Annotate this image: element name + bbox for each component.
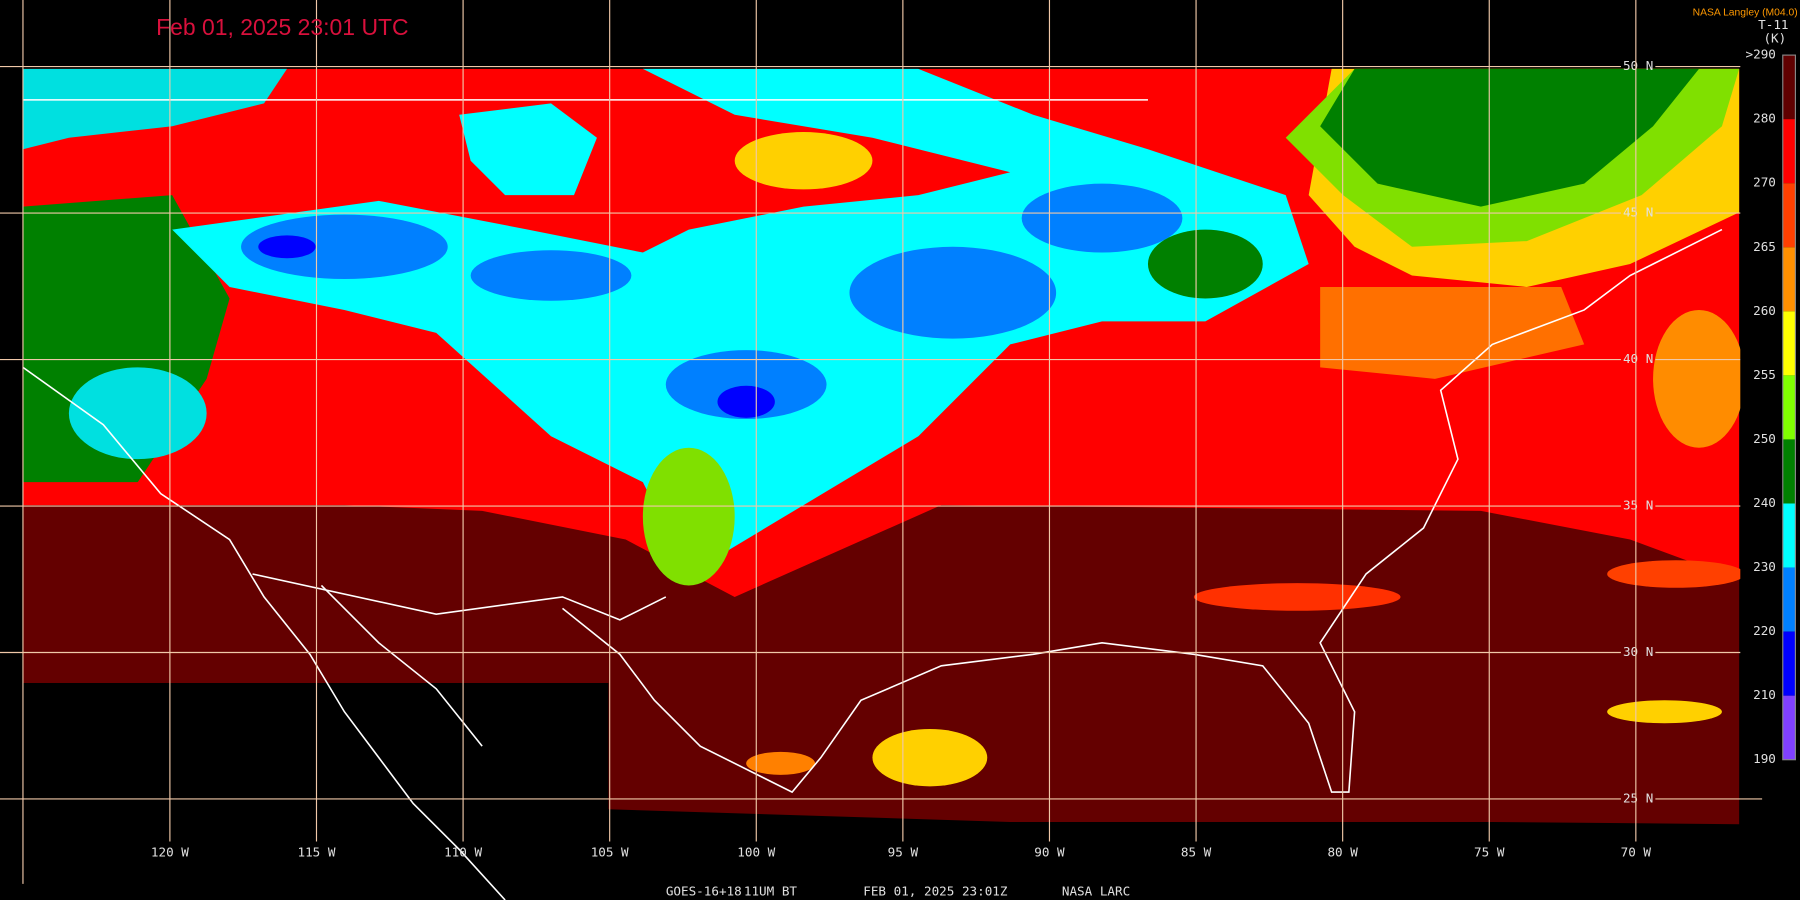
yellow-patch — [1607, 700, 1722, 724]
green-patch — [1147, 229, 1263, 299]
latitude-label: 50 N — [1623, 58, 1653, 73]
colorbar-label: 265 — [1753, 239, 1776, 254]
red-streak — [1193, 583, 1401, 611]
cyan-patch — [68, 367, 207, 460]
footer-time: FEB 01, 2025 23:01Z — [863, 883, 1008, 898]
orange-patch — [1320, 286, 1585, 379]
latitude-label: 25 N — [1623, 790, 1653, 805]
coastline — [561, 228, 1723, 794]
colorbar-label: 255 — [1753, 367, 1776, 382]
blue-patch — [665, 350, 827, 420]
colorbar-label: >290 — [1746, 47, 1776, 62]
longitude-label: 75 W — [1474, 844, 1505, 859]
ir-imagery — [22, 68, 1745, 825]
colorbar-segment — [1782, 503, 1796, 568]
longitude-label: 95 W — [888, 844, 919, 859]
orange-patch — [746, 751, 816, 775]
colorbar: >290 280 270 265 260 255 250 240 230 220 210 190 — [1746, 47, 1796, 766]
credit: NASA Langley (M04.0) — [1693, 7, 1798, 18]
longitude-label: 85 W — [1181, 844, 1212, 859]
longitude-label: 70 W — [1621, 844, 1652, 859]
warm-region — [22, 493, 1740, 825]
blue-patch — [470, 250, 632, 301]
longitude-label: 115 W — [298, 844, 336, 859]
border — [252, 573, 667, 621]
longitude-label: 90 W — [1034, 844, 1065, 859]
longitude-label: 120 W — [151, 844, 189, 859]
orange-patch — [1607, 560, 1745, 588]
cyan-patch — [459, 103, 597, 196]
green-patch — [642, 447, 735, 586]
colorbar-label: 260 — [1753, 303, 1776, 318]
colorbar-label: 240 — [1753, 495, 1776, 510]
colorbar-segment — [1782, 183, 1796, 248]
cyan-patch — [22, 68, 287, 150]
colorbar-frame — [1782, 54, 1796, 761]
coastlines — [22, 99, 1723, 900]
colorbar-segment — [1782, 247, 1796, 312]
colorbar-segment — [1782, 439, 1796, 504]
deep-blue-patch — [717, 385, 775, 418]
latitude-label: 35 N — [1623, 498, 1653, 513]
colorbar-segment — [1782, 631, 1796, 696]
graticule: 50 N 45 N 40 N 35 N 30 N 25 N 120 W 115 W 110 W 1… — [0, 0, 1763, 884]
latitude-label: 30 N — [1623, 644, 1653, 659]
longitude-label: 110 W — [444, 844, 482, 859]
footer-satellite: GOES-16+18 — [666, 883, 742, 898]
colorbar-label: 230 — [1753, 559, 1776, 574]
footer-source: NASA LARC — [1062, 883, 1130, 898]
latitude-label: 40 N — [1623, 351, 1653, 366]
colorbar-segment — [1782, 375, 1796, 440]
footer-product: 11UM BT — [744, 883, 798, 898]
green-band — [1320, 68, 1699, 207]
orange-patch — [1653, 309, 1745, 448]
latitude-label: 45 N — [1623, 205, 1653, 220]
colorbar-label: 190 — [1753, 751, 1776, 766]
footer: GOES-16+18 11UM BT FEB 01, 2025 23:01Z N… — [666, 883, 1130, 898]
blue-patch — [241, 214, 448, 279]
colorbar-segment — [1782, 567, 1796, 632]
colorbar-segment — [1782, 119, 1796, 184]
colorbar-label: 270 — [1753, 175, 1776, 190]
coastline — [320, 584, 483, 747]
timestamp: Feb 01, 2025 23:01 UTC — [156, 14, 408, 40]
colorbar-segment — [1782, 55, 1796, 120]
cyan-band — [172, 68, 1309, 574]
colorbar-label: 250 — [1753, 431, 1776, 446]
yellow-patch — [734, 132, 873, 190]
yellow-patch — [872, 728, 988, 787]
longitude-label: 105 W — [591, 844, 629, 859]
blue-patch — [1021, 183, 1183, 253]
colorbar-label: 280 — [1753, 111, 1776, 126]
colorbar-segment — [1782, 695, 1796, 760]
colorbar-label: 210 — [1753, 687, 1776, 702]
colorbar-title: T-11 — [1758, 17, 1788, 32]
deep-blue-patch — [258, 235, 316, 259]
longitude-label: 100 W — [737, 844, 775, 859]
longitude-label: 80 W — [1327, 844, 1358, 859]
coastline — [22, 366, 506, 900]
colorbar-unit: (K) — [1763, 31, 1786, 46]
colorbar-segment — [1782, 311, 1796, 376]
blue-patch — [849, 246, 1057, 339]
colorbar-label: 220 — [1753, 623, 1776, 638]
